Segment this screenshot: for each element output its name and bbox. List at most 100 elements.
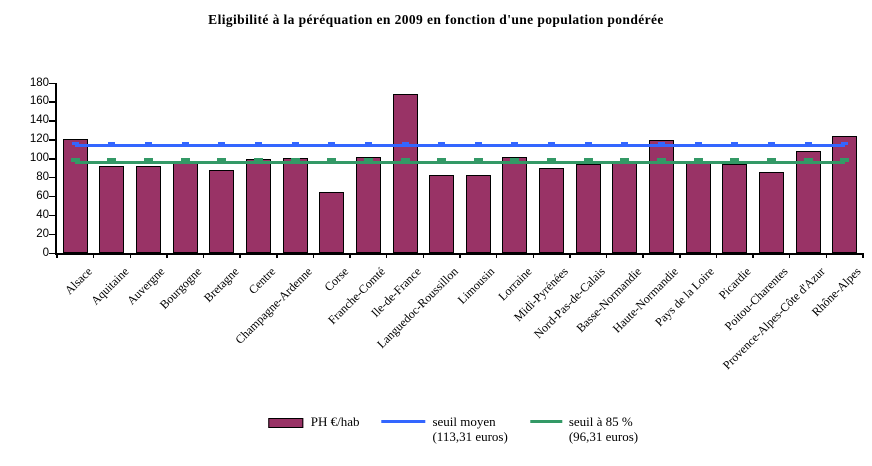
green-line-marker [290, 157, 300, 162]
y-axis-label: 120 [29, 133, 49, 146]
green-line-marker [437, 157, 447, 162]
x-axis-tick [788, 253, 791, 258]
blue-line-marker [511, 142, 519, 146]
blue-line-marker [401, 142, 409, 146]
green-line-marker [180, 157, 190, 162]
bar [392, 94, 418, 253]
x-axis-tick [825, 253, 828, 258]
x-axis-tick [752, 253, 754, 258]
legend-label: PH €/hab [310, 414, 360, 429]
blue-line-marker [548, 142, 556, 146]
green-line-marker [327, 157, 337, 162]
legend-sublabel: (113,31 euros) [432, 429, 508, 444]
bar [319, 191, 345, 253]
x-axis-tick [166, 253, 168, 258]
category-label: Aquitaine [87, 264, 132, 308]
bar [795, 151, 821, 253]
plot-area: 0 20 40 60 80 100 120 140 160 180 Alsace Aquitaine A… [30, 77, 864, 373]
y-axis-tick [49, 176, 55, 179]
x-axis-tick [532, 253, 535, 258]
green-line-marker [70, 157, 80, 162]
bar [429, 174, 455, 253]
bar [209, 169, 235, 253]
green-line-marker [547, 157, 557, 162]
blue-line-marker [291, 142, 299, 146]
blue-line-marker [621, 142, 629, 146]
green-line-marker [620, 157, 630, 162]
y-axis-tick [49, 139, 55, 141]
x-axis-tick [459, 253, 461, 258]
x-axis-tick [862, 253, 864, 258]
chart-title: Eligibilité à la péréquation en 2009 en … [208, 12, 664, 27]
bar [612, 161, 638, 253]
green-line-marker [473, 157, 483, 162]
y-axis-tick [49, 82, 55, 84]
bar [62, 138, 88, 253]
y-axis-tick [49, 158, 55, 160]
legend-label: seuil à 85 % [568, 414, 633, 429]
category-label: Alsace [61, 264, 95, 298]
green-line-marker [803, 157, 813, 162]
blue-line-marker [658, 142, 665, 146]
x-axis-tick [679, 253, 681, 258]
blue-line-swatch [381, 420, 426, 423]
x-axis-tick [92, 253, 95, 258]
y-axis-label: 80 [36, 170, 49, 183]
green-line-marker [107, 157, 117, 162]
blue-line-marker [145, 142, 153, 146]
y-axis-tick [49, 195, 55, 198]
green-line-marker [144, 157, 154, 162]
x-axis-tick [349, 253, 351, 258]
y-axis-tick [49, 233, 55, 236]
y-axis-label: 20 [36, 227, 49, 240]
x-axis-tick [312, 253, 315, 258]
x-axis-tick [642, 253, 644, 258]
green-line-marker [254, 157, 263, 162]
green-line-marker [217, 157, 227, 162]
category-label: Limousin [455, 264, 498, 307]
blue-line-marker [694, 142, 702, 146]
x-axis-tick [276, 253, 278, 258]
bar [282, 157, 308, 253]
bar [685, 163, 711, 253]
x-axis-tick [569, 253, 571, 258]
y-axis-tick [49, 252, 55, 254]
green-line-marker [510, 157, 520, 162]
bar [722, 164, 748, 253]
blue-line-marker [804, 142, 812, 146]
green-line [75, 160, 845, 164]
x-axis-tick [56, 253, 58, 258]
legend-item-seuil-85: seuil à 85 % (96,31 euros) [529, 414, 639, 444]
blue-line-marker [841, 142, 849, 146]
category-label: Centre [245, 264, 278, 297]
x-axis-tick [385, 253, 388, 258]
blue-line-marker [181, 142, 189, 146]
blue-line-marker [731, 142, 739, 146]
bar [136, 166, 162, 253]
bar [465, 174, 491, 253]
green-line-marker [583, 157, 593, 162]
y-axis-tick [49, 101, 55, 103]
legend-sublabel: (96,31 euros) [568, 429, 639, 444]
bar [539, 168, 565, 253]
blue-line-marker [108, 142, 116, 146]
x-axis-tick [495, 253, 498, 258]
y-axis-label: 160 [29, 95, 49, 108]
bar [758, 171, 784, 253]
y-axis-label: 40 [36, 208, 49, 221]
blue-line-marker [218, 142, 226, 146]
blue-line-marker [438, 142, 446, 146]
x-axis-tick [715, 253, 718, 258]
green-line-marker [693, 157, 703, 162]
y-axis-label: 100 [29, 152, 49, 165]
green-line-marker [363, 157, 373, 162]
bar [172, 161, 198, 253]
blue-line-marker [584, 142, 592, 146]
green-line-marker [840, 157, 850, 162]
bar [246, 158, 271, 253]
bar [832, 135, 858, 253]
green-line-marker [400, 157, 410, 162]
blue-line-marker [364, 142, 372, 146]
blue-line-marker [767, 142, 775, 146]
x-axis-tick [239, 253, 241, 258]
